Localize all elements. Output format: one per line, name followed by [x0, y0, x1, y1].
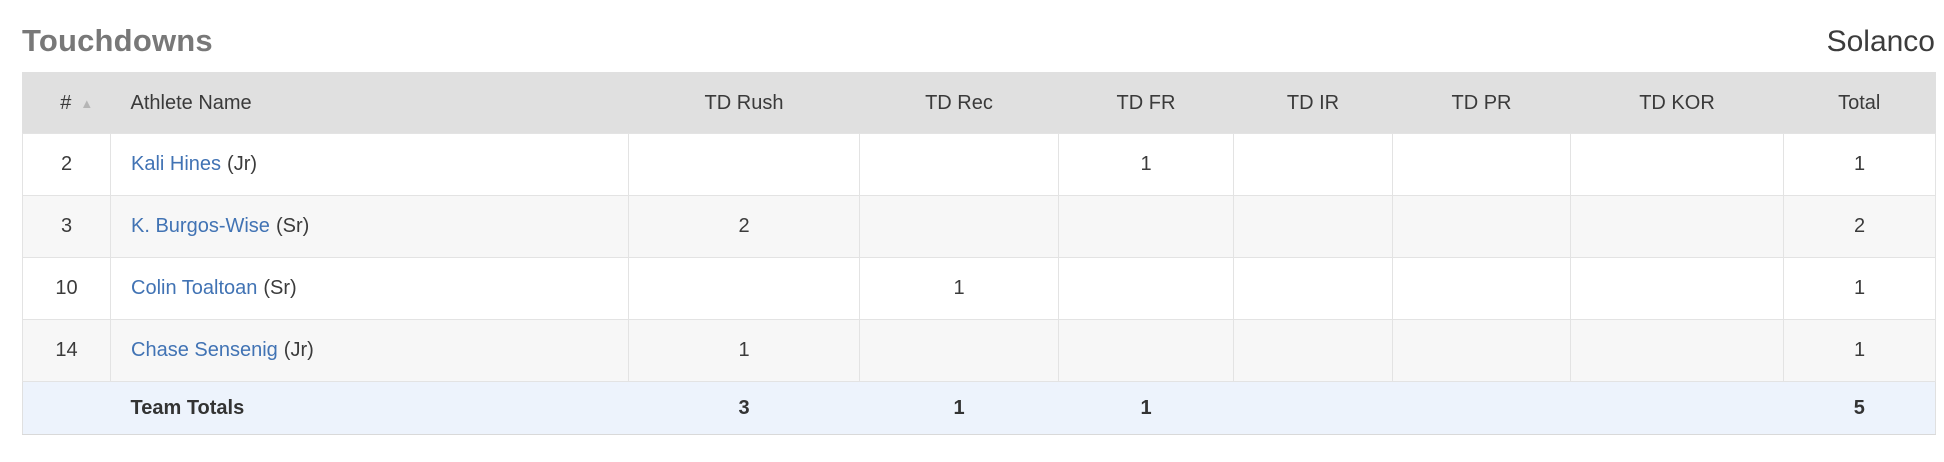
stat-td-ir	[1233, 319, 1393, 382]
class-year: (Sr)	[263, 277, 297, 299]
totals-td-fr: 1	[1058, 381, 1234, 435]
header-cell-td-ir[interactable]: TD IR	[1233, 72, 1393, 134]
athlete-cell: Chase Sensenig (Jr)	[110, 319, 629, 382]
stat-td-pr	[1392, 133, 1571, 196]
table-row: 2 Kali Hines (Jr) 1 1	[22, 133, 1936, 196]
touchdowns-table: # ▲ Athlete Name TD Rush TD Rec TD FR TD …	[22, 72, 1936, 435]
stat-td-rec: 1	[859, 257, 1059, 320]
totals-td-kor	[1570, 381, 1784, 435]
header-number-label: #	[60, 91, 72, 114]
totals-td-pr	[1392, 381, 1571, 435]
header-row: # ▲ Athlete Name TD Rush TD Rec TD FR TD …	[22, 72, 1936, 134]
stat-td-ir	[1233, 195, 1393, 258]
class-year: (Jr)	[283, 339, 314, 361]
jersey-number: 3	[22, 195, 111, 258]
stat-td-rush: 1	[628, 319, 860, 382]
stat-td-kor	[1570, 257, 1784, 320]
stat-td-kor	[1570, 195, 1784, 258]
athlete-link[interactable]: K. Burgos-Wise	[131, 215, 270, 237]
athlete-cell: Colin Toaltoan (Sr)	[110, 257, 629, 320]
stat-td-fr	[1058, 319, 1234, 382]
sort-ascending-icon: ▲	[80, 95, 94, 111]
totals-number-cell	[22, 381, 111, 435]
header-cell-td-rush[interactable]: TD Rush	[628, 72, 860, 134]
table-row: 14 Chase Sensenig (Jr) 1 1	[22, 319, 1936, 382]
touchdowns-panel: Touchdowns Solanco # ▲ Athlete Name TD Ru…	[22, 0, 1936, 435]
stat-total: 2	[1783, 195, 1936, 258]
team-totals-row: Team Totals 3 1 1 5	[22, 381, 1936, 435]
stat-td-ir	[1233, 257, 1393, 320]
header-cell-td-pr[interactable]: TD PR	[1392, 72, 1571, 134]
athlete-link[interactable]: Colin Toaltoan	[131, 277, 258, 299]
athlete-link[interactable]: Chase Sensenig	[131, 339, 278, 361]
totals-td-rush: 3	[628, 381, 860, 435]
stat-td-pr	[1392, 195, 1571, 258]
stat-td-kor	[1570, 319, 1784, 382]
stat-total: 1	[1783, 133, 1936, 196]
stat-td-fr: 1	[1058, 133, 1234, 196]
table-row: 10 Colin Toaltoan (Sr) 1 1	[22, 257, 1936, 320]
stat-td-rush: 2	[628, 195, 860, 258]
class-year: (Sr)	[275, 215, 310, 237]
header-cell-td-fr[interactable]: TD FR	[1058, 72, 1234, 134]
totals-total: 5	[1783, 381, 1936, 435]
panel-header: Touchdowns Solanco	[22, 0, 1935, 72]
stat-td-rush	[628, 133, 860, 196]
stat-total: 1	[1783, 319, 1936, 382]
header-cell-athlete-name[interactable]: Athlete Name	[110, 72, 629, 134]
athlete-cell: Kali Hines (Jr)	[110, 133, 629, 196]
jersey-number: 2	[22, 133, 111, 196]
stat-td-ir	[1233, 133, 1393, 196]
table-row: 3 K. Burgos-Wise (Sr) 2 2	[22, 195, 1936, 258]
stat-td-rec	[859, 133, 1059, 196]
athlete-link[interactable]: Kali Hines	[131, 153, 222, 175]
stat-td-pr	[1392, 319, 1571, 382]
stat-td-fr	[1058, 257, 1234, 320]
stat-total: 1	[1783, 257, 1936, 320]
jersey-number: 14	[22, 319, 111, 382]
stat-td-fr	[1058, 195, 1234, 258]
jersey-number: 10	[22, 257, 111, 320]
stat-td-rush	[628, 257, 860, 320]
header-cell-td-rec[interactable]: TD Rec	[859, 72, 1059, 134]
stat-td-kor	[1570, 133, 1784, 196]
header-cell-total[interactable]: Total	[1783, 72, 1936, 134]
athlete-cell: K. Burgos-Wise (Sr)	[110, 195, 629, 258]
header-cell-td-kor[interactable]: TD KOR	[1570, 72, 1784, 134]
totals-td-ir	[1233, 381, 1393, 435]
totals-label: Team Totals	[110, 381, 629, 435]
totals-td-rec: 1	[859, 381, 1059, 435]
page-title: Touchdowns	[22, 23, 213, 58]
class-year: (Jr)	[227, 153, 258, 175]
header-cell-number[interactable]: # ▲	[22, 72, 111, 134]
team-name: Solanco	[1826, 25, 1935, 58]
stat-td-rec	[859, 195, 1059, 258]
stat-td-rec	[859, 319, 1059, 382]
stat-td-pr	[1392, 257, 1571, 320]
